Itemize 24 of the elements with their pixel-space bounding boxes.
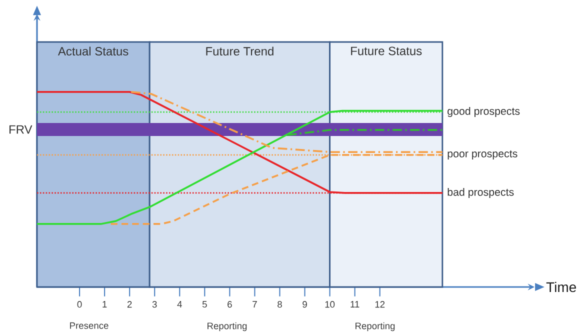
ref-line-label: bad prospects	[448, 188, 514, 198]
x-tick-label: 3	[152, 301, 157, 308]
x-tick-label: 0	[77, 301, 82, 308]
x-tick-label: 2	[127, 301, 132, 308]
text: Presence	[70, 322, 108, 329]
ref-line-label: poor prospects	[448, 150, 518, 160]
band-label: FRV	[9, 125, 32, 134]
x-axis-title: Time	[546, 282, 576, 292]
band-label: Future Trend	[206, 46, 274, 56]
text: Reporting	[356, 322, 395, 332]
band-label: Actual Status	[58, 46, 128, 56]
ref-line-label: good prospects	[448, 107, 520, 118]
x-tick-label: 8	[278, 301, 282, 308]
x-tick-label: 10	[325, 301, 335, 308]
band-label: Future Status	[351, 46, 422, 56]
x-tick-label: 1	[102, 301, 107, 308]
x-tick-label: 11	[350, 301, 360, 308]
x-tick-label: 9	[302, 301, 307, 308]
x-tick-label: 5	[202, 301, 207, 308]
x-tick-label: 12	[375, 301, 385, 308]
text: Reporting	[208, 322, 247, 332]
x-tick-label: 6	[228, 301, 232, 308]
x-tick-label: 7	[252, 301, 257, 308]
x-tick-label: 4	[177, 301, 182, 308]
